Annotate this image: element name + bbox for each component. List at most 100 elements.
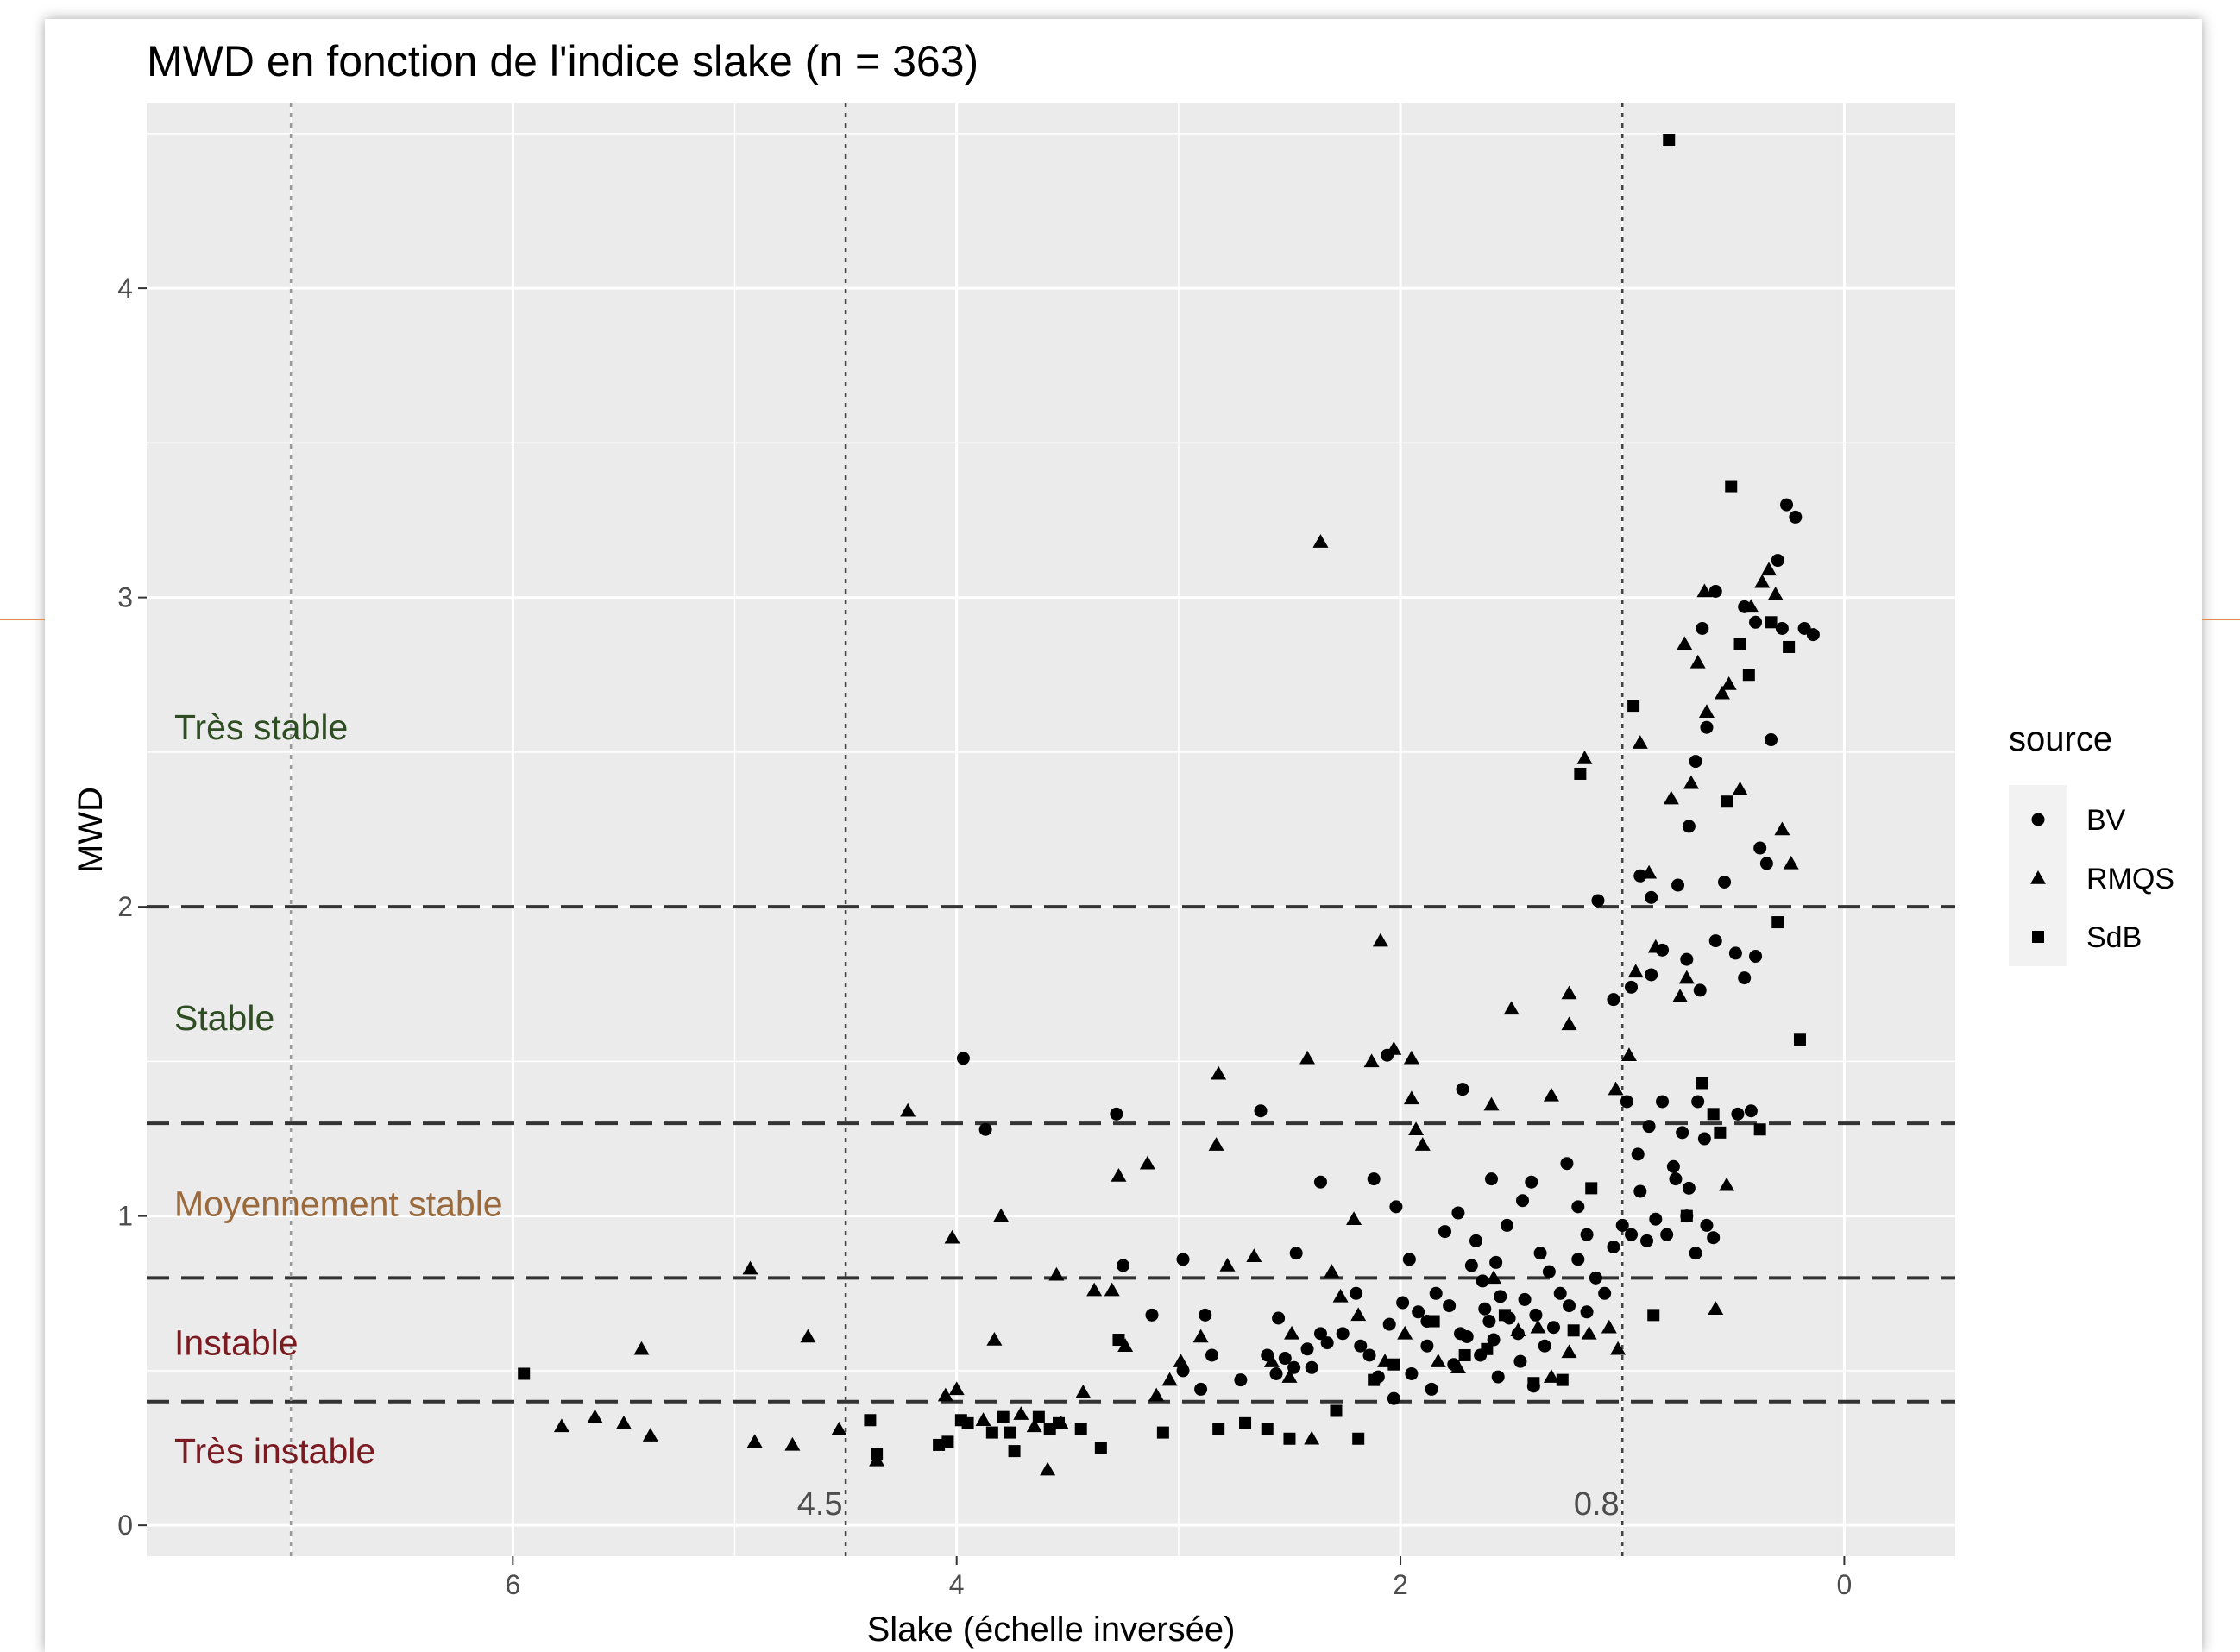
data-point: [1491, 1370, 1505, 1384]
data-point: [1464, 1259, 1478, 1272]
data-point: [1696, 1077, 1708, 1090]
y-axis-title: MWD: [72, 787, 110, 873]
zone-label: Très stable: [174, 707, 348, 747]
data-point: [1620, 1047, 1637, 1061]
data-point: [1707, 1231, 1721, 1245]
data-point: [800, 1329, 816, 1343]
data-point: [1312, 534, 1329, 548]
data-point: [1680, 1209, 1693, 1222]
data-point: [518, 1367, 531, 1380]
data-point: [1111, 1168, 1127, 1182]
data-point: [1176, 1364, 1190, 1378]
data-point: [1104, 1282, 1120, 1297]
data-point: [1765, 733, 1778, 747]
data-point: [1456, 1083, 1469, 1096]
data-point: [1283, 1432, 1296, 1445]
data-point: [1767, 587, 1784, 600]
data-point: [1574, 767, 1587, 780]
data-point: [1633, 869, 1647, 883]
x-axis-title: Slake (échelle inversée): [867, 1611, 1236, 1649]
data-point: [1620, 1095, 1633, 1109]
data-point: [1173, 1354, 1189, 1367]
data-point: [1161, 1372, 1178, 1386]
data-point: [1048, 1266, 1065, 1281]
data-point: [1403, 1090, 1419, 1105]
data-point: [1708, 1301, 1724, 1315]
decor-right-line: [2202, 619, 2240, 620]
data-point: [1112, 1334, 1125, 1347]
legend-entry-sdb: SdB: [2032, 921, 2142, 954]
data-points: [518, 134, 1820, 1476]
data-point: [1529, 1308, 1543, 1322]
data-point: [1346, 1211, 1362, 1225]
data-point: [587, 1409, 603, 1423]
data-point: [941, 1435, 954, 1448]
data-point: [1386, 1041, 1402, 1055]
data-point: [1239, 1416, 1252, 1429]
data-point: [1783, 640, 1796, 653]
data-point: [1008, 1445, 1021, 1458]
data-point: [1666, 1159, 1680, 1173]
data-point: [1438, 1225, 1451, 1239]
data-point: [831, 1422, 847, 1435]
data-point: [1516, 1194, 1530, 1208]
data-point: [1199, 1308, 1212, 1322]
legend-key: [2031, 813, 2045, 826]
data-point: [1708, 934, 1722, 948]
data-point: [1443, 1299, 1457, 1313]
series-sdb: [518, 134, 1806, 1460]
data-point: [1721, 676, 1737, 690]
data-point: [948, 1381, 965, 1396]
data-point: [1571, 1253, 1585, 1266]
data-point: [1561, 1016, 1577, 1031]
data-point: [1510, 1322, 1526, 1337]
data-point: [1408, 1121, 1425, 1136]
data-point: [1556, 1373, 1569, 1386]
data-point: [985, 1426, 998, 1439]
data-point: [1641, 864, 1658, 879]
data-point: [1671, 878, 1685, 892]
data-point: [1591, 894, 1605, 908]
data-point: [1738, 971, 1752, 985]
legend-title: source: [2009, 720, 2112, 758]
axes: 6 4 2 0 0 1 2 3 4: [117, 273, 1852, 1600]
data-point: [1581, 1325, 1597, 1340]
data-point: [1625, 1228, 1639, 1241]
data-point: [1450, 1360, 1466, 1374]
data-point: [1789, 510, 1803, 524]
data-point: [1352, 1432, 1365, 1445]
data-point: [1278, 1352, 1292, 1366]
y-tick-label: 1: [117, 1201, 133, 1232]
data-point: [1753, 841, 1767, 855]
data-point: [1744, 1104, 1758, 1118]
data-point: [1525, 1175, 1538, 1189]
data-point: [1402, 1253, 1416, 1266]
data-point: [1647, 939, 1664, 953]
data-point: [1478, 1302, 1492, 1316]
data-point: [1362, 1348, 1376, 1362]
data-point: [1208, 1137, 1224, 1151]
data-point: [1775, 621, 1789, 635]
data-point: [1700, 1218, 1714, 1232]
data-point: [1194, 1382, 1208, 1396]
data-point: [1004, 1426, 1016, 1439]
data-point: [1680, 952, 1694, 966]
data-point: [1389, 1200, 1403, 1214]
threshold-label: 4.5: [797, 1486, 843, 1523]
data-point: [1721, 795, 1733, 808]
legend-entry-bv: BV: [2031, 804, 2126, 837]
data-point: [1289, 1247, 1303, 1260]
data-point: [1676, 1126, 1689, 1140]
data-point: [1625, 980, 1639, 994]
data-point: [1689, 755, 1702, 769]
data-point: [1753, 1123, 1766, 1136]
data-point: [1547, 1321, 1561, 1335]
data-point: [1487, 1333, 1501, 1347]
chart-svg: MWD en fonction de l'indice slake (n = 3…: [72, 37, 2174, 1649]
data-point: [1601, 1319, 1617, 1334]
data-point: [1689, 654, 1706, 669]
data-point: [1205, 1348, 1218, 1362]
data-point: [1742, 669, 1755, 682]
data-point: [1533, 1247, 1547, 1260]
data-point: [1527, 1377, 1540, 1390]
